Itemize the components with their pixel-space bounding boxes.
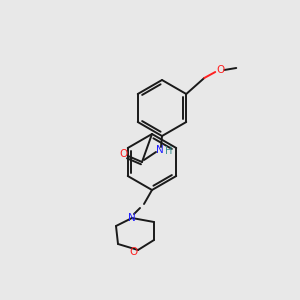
Text: O: O	[216, 65, 224, 75]
Text: H: H	[165, 146, 173, 156]
Text: O: O	[120, 149, 128, 159]
Text: N: N	[156, 145, 164, 155]
Text: N: N	[128, 213, 136, 223]
Text: O: O	[129, 247, 137, 257]
